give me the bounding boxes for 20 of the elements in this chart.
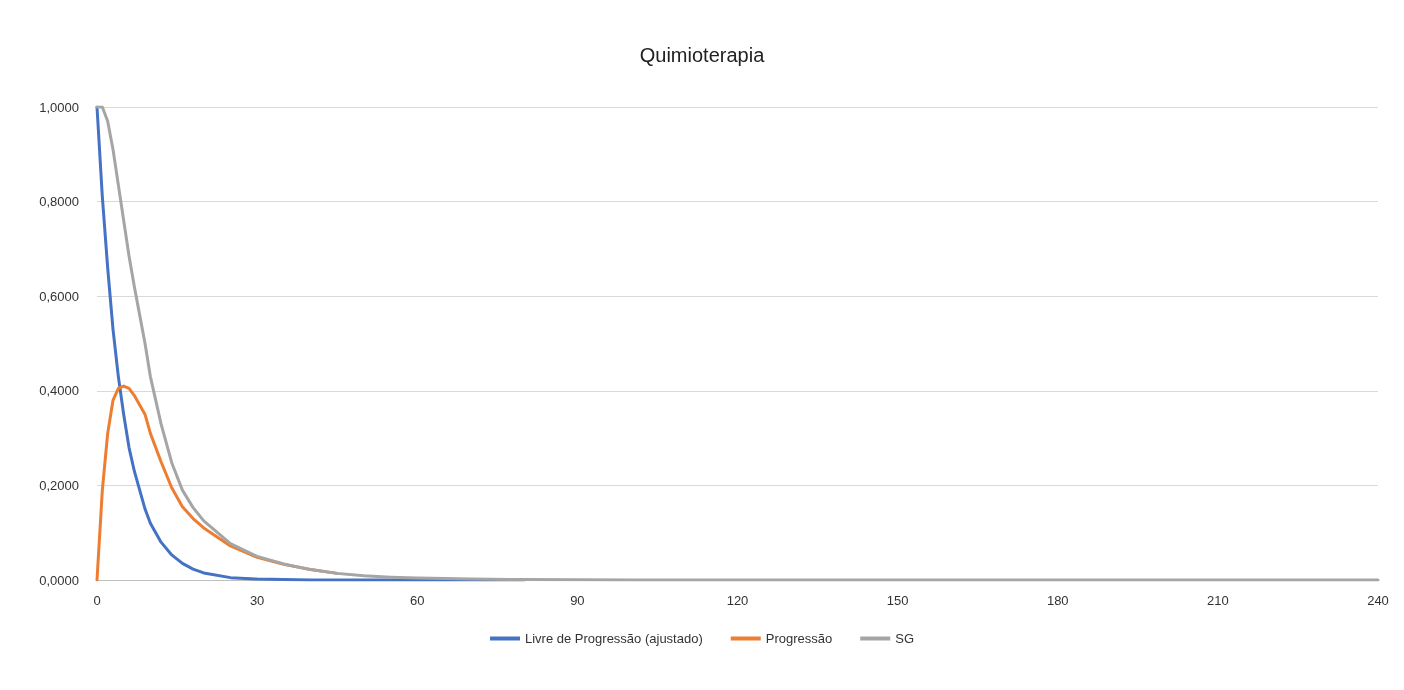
x-tick-label: 180 [1046,593,1069,608]
legend-label: Progressão [765,631,833,646]
y-tick-label: 0,8000 [39,194,79,210]
y-tick-label: 0,6000 [39,288,79,304]
x-tick-label: 150 [886,593,909,608]
y-tick-label: 0,2000 [39,477,79,493]
x-tick-label: 30 [249,593,265,608]
legend-label: SG [895,631,915,646]
x-tick-label: 60 [410,593,425,608]
line-series [95,105,1380,582]
y-tick-label: 1,0000 [39,99,79,115]
x-tick-label: 240 [1367,593,1389,608]
y-tick-label: 0,0000 [39,572,79,588]
legend-label: Livre de Progressão (ajustado) [524,631,703,646]
y-tick-label: 0,4000 [39,383,79,399]
x-tick-label: 120 [726,593,749,608]
x-tick-label: 210 [1207,593,1229,608]
chart-title: Quimioterapia [639,44,766,66]
x-tick-label: 0 [93,593,101,608]
x-tick-label: 90 [570,593,585,608]
